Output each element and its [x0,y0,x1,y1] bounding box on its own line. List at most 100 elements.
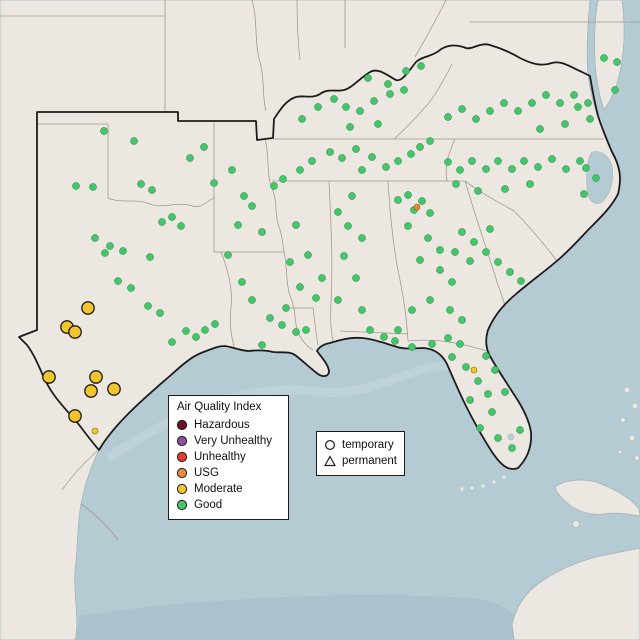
station-good [228,166,236,174]
station-good [404,222,412,230]
station-good [148,186,156,194]
station-good [334,208,342,216]
station-good [334,296,342,304]
station-good [304,251,312,259]
station-good [106,242,114,250]
station-moderate [42,370,56,384]
station-good [468,157,476,165]
station-good [466,396,474,404]
aqi-legend-row-good: Good [176,497,280,513]
station-good [374,120,382,128]
station-good [370,97,378,105]
station-good [394,196,402,204]
station-good [600,54,608,62]
station-good [586,115,594,123]
station-good [177,222,185,230]
region-outline [18,43,621,470]
station-good [482,248,490,256]
station-good [100,127,108,135]
station-good [536,125,544,133]
station-good [470,238,478,246]
station-good [234,221,242,229]
station-good [416,143,424,151]
station-good [444,113,452,121]
moderate-swatch-icon [176,483,188,495]
station-good [308,157,316,165]
station-good [506,268,514,276]
shape-legend: temporary permanent [316,431,405,476]
station-good [408,343,416,351]
aqi-item-label: Hazardous [194,419,250,431]
station-good [344,222,352,230]
station-good [91,234,99,242]
station-good [340,252,348,260]
station-good [127,284,135,292]
station-good [394,157,402,165]
station-good [436,246,444,254]
station-moderate-small [470,366,478,374]
station-good [114,277,122,285]
station-good [211,320,219,328]
station-moderate [107,382,121,396]
station-good [338,154,346,162]
station-good [476,424,484,432]
station-good [482,165,490,173]
station-good [342,103,350,111]
station-good [130,137,138,145]
usg-swatch-icon [176,467,188,479]
station-good [458,105,466,113]
station-good [424,234,432,242]
station-good [72,182,80,190]
station-good [417,62,425,70]
aqi-legend: Air Quality Index Hazardous Very Unhealt… [168,395,289,520]
yucatan-peninsula [511,547,640,640]
station-good [402,67,410,75]
station-good [156,309,164,317]
station-good [428,340,436,348]
isla-juventud-island [572,520,580,528]
station-good [611,86,619,94]
aqi-legend-row-hazardous: Hazardous [176,417,280,433]
station-good [584,99,592,107]
lake-okeechobee [507,433,515,441]
station-good [484,390,492,398]
station-good [146,253,154,261]
station-good [562,165,570,173]
station-good [426,209,434,217]
station-good [501,388,509,396]
station-good [462,363,470,371]
station-good [613,58,621,66]
station-good [508,444,516,452]
station-good [528,99,536,107]
station-good [144,302,152,310]
station-good [472,115,480,123]
station-good [358,166,366,174]
station-good [286,258,294,266]
station-good [456,340,464,348]
station-good [224,251,232,259]
station-good [89,183,97,191]
station-good [258,341,266,349]
station-good [494,157,502,165]
station-good [474,377,482,385]
florida-keys [460,475,506,491]
station-good [314,103,322,111]
station-good [516,426,524,434]
station-good [486,225,494,233]
station-good [482,352,490,360]
aqi-legend-title: Air Quality Index [177,401,262,413]
shape-item-label: temporary [342,439,394,451]
stations-layer [42,54,621,452]
station-good [458,228,466,236]
station-good [312,294,320,302]
station-good [292,328,300,336]
hazardous-swatch-icon [176,419,188,431]
station-good [382,163,390,171]
station-good [158,218,166,226]
station-usg-small [413,203,421,211]
station-good [592,174,600,182]
aqi-item-label: Good [194,499,223,511]
station-good [404,191,412,199]
station-good [296,283,304,291]
station-moderate [81,301,95,315]
